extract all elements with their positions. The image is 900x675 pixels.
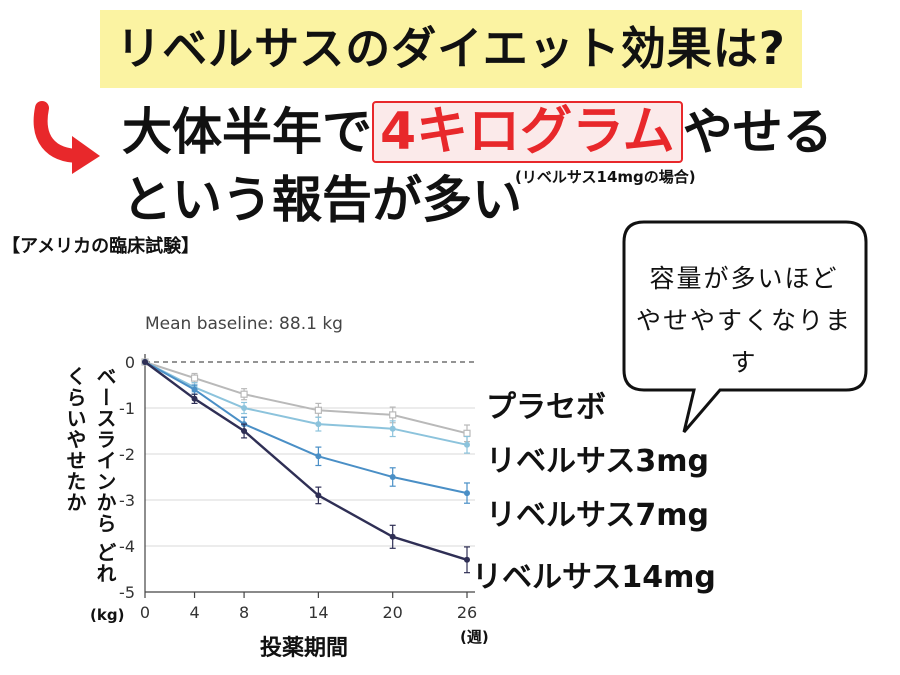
- headline-line1: 大体半年で 4キログラム やせる: [122, 100, 833, 164]
- x-tick-label: 26: [457, 603, 477, 622]
- series-7mg-line: [144, 361, 468, 495]
- x-tick-label: 8: [239, 603, 249, 622]
- y-tick-label: -5: [119, 583, 135, 602]
- bubble-line2: やせやすくなります: [635, 306, 852, 377]
- speech-bubble: [622, 220, 868, 433]
- series-placebo-point: [389, 411, 397, 419]
- series-14mg-point: [142, 359, 148, 365]
- headline-line2: という報告が多い: [122, 171, 522, 229]
- series-7mg-point: [191, 386, 198, 393]
- y-tick-label: -1: [119, 399, 135, 418]
- y-tick-label: -4: [119, 537, 135, 556]
- headline-highlight: 4キログラム: [372, 101, 683, 163]
- series-placebo-point: [190, 374, 199, 382]
- x-tick-label: 4: [189, 603, 199, 622]
- series-7mg-point: [464, 490, 470, 497]
- page-title: リベルサスのダイエット効果は?: [116, 22, 786, 75]
- series-3mg-point: [315, 421, 322, 428]
- headline-prefix: 大体半年で: [122, 103, 372, 161]
- legend-rybelsus-7mg: リベルサス7mg: [486, 498, 710, 533]
- series-placebo-point: [314, 406, 322, 414]
- x-tick-label: 0: [140, 603, 150, 622]
- x-tick-label: 14: [308, 603, 328, 622]
- series-3mg-point: [464, 441, 470, 448]
- series-7mg-point: [315, 453, 322, 460]
- series-14mg-point: [241, 428, 248, 434]
- y-axis-unit: (kg): [90, 606, 125, 624]
- y-tick-label: -2: [119, 445, 135, 464]
- series-14mg-point: [389, 533, 396, 540]
- series-placebo-line: [144, 361, 468, 435]
- dose-note: (リベルサス14mgの場合): [515, 168, 696, 186]
- series-14mg-point: [464, 556, 470, 563]
- series-14mg-point: [191, 395, 198, 402]
- legend-rybelsus-3mg: リベルサス3mg: [486, 444, 710, 479]
- baseline-note: Mean baseline: 88.1 kg: [145, 314, 343, 334]
- series-3mg-line: [144, 361, 468, 446]
- title-band: [100, 10, 802, 88]
- x-tick-label: 20: [383, 603, 403, 622]
- series-placebo-point: [240, 390, 248, 398]
- weight-loss-chart: 0 -1 -2 -3 -4 -5 0 4 8 14 20 26: [119, 353, 477, 622]
- curved-arrow-icon: [33, 101, 100, 174]
- series-3mg-point: [389, 425, 396, 432]
- headline-suffix: やせる: [682, 103, 833, 161]
- y-tick-label: 0: [125, 353, 135, 372]
- legend-placebo: プラセボ: [486, 390, 606, 425]
- series-3mg-point: [241, 405, 248, 411]
- legend-rybelsus-14mg: リベルサス14mg: [472, 560, 716, 595]
- series-placebo-point: [463, 429, 471, 437]
- bubble-text: 容量が多いほど やせやすくなります: [628, 258, 860, 384]
- bubble-line1: 容量が多いほど: [649, 264, 839, 293]
- y-tick-label: -3: [119, 491, 135, 510]
- x-axis-unit: (週): [460, 628, 489, 646]
- y-axis-label: ベースラインから どれくらいやせたか: [63, 366, 117, 584]
- series-14mg-point: [315, 492, 322, 499]
- trial-label: 【アメリカの臨床試験】: [2, 236, 200, 257]
- x-axis-label: 投薬期間: [260, 636, 349, 661]
- series-7mg-point: [389, 474, 396, 480]
- series-14mg-line: [144, 361, 468, 561]
